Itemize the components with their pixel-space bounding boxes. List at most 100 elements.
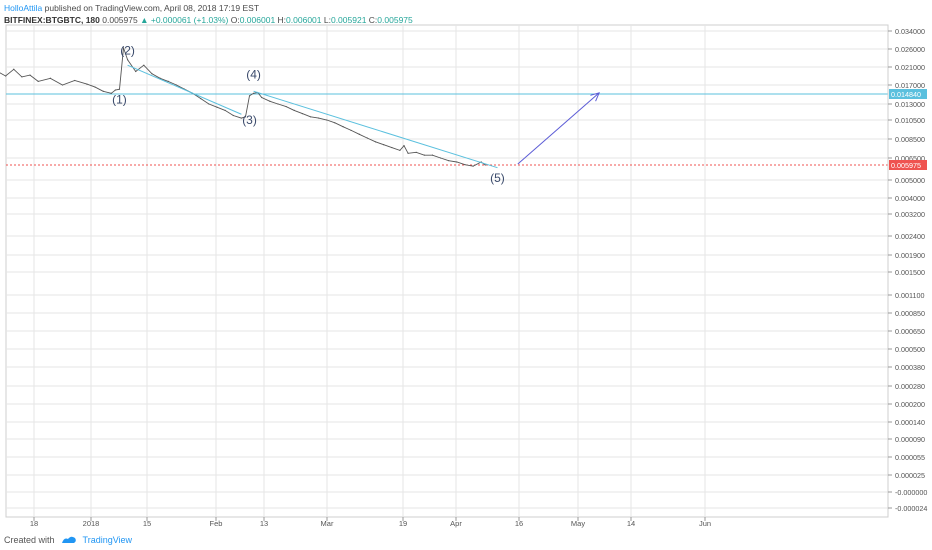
price-point xyxy=(374,141,377,143)
y-tick-label: 0.000025 xyxy=(895,471,925,480)
level-badge xyxy=(889,89,927,99)
published-info: published on TradingView.com, April 08, … xyxy=(44,3,260,13)
y-tick-label: 0.000055 xyxy=(895,453,925,462)
price-point xyxy=(102,90,104,92)
publish-line: HolloAttila published on TradingView.com… xyxy=(4,2,413,14)
y-tick-label: 0.000380 xyxy=(895,363,925,372)
price-point xyxy=(285,105,287,108)
price-point xyxy=(399,149,401,151)
price-point xyxy=(49,77,51,79)
price-point xyxy=(5,75,7,77)
marked-levels xyxy=(6,93,888,166)
price-point xyxy=(309,116,312,118)
price-point xyxy=(423,154,425,156)
y-tick-label: 0.021000 xyxy=(895,63,925,72)
high-label: H: xyxy=(277,15,287,25)
price-point xyxy=(248,95,251,97)
footer: Created with TradingView xyxy=(4,532,132,548)
y-tick-label: 0.003200 xyxy=(895,210,925,219)
y-tick-label: 0.001500 xyxy=(895,268,925,277)
x-tick-label: 15 xyxy=(143,519,151,528)
price-point xyxy=(13,68,15,70)
price-point xyxy=(240,117,243,119)
y-tick-label: 0.017000 xyxy=(895,81,925,90)
time-axis[interactable]: 18 2018 15 Feb 13 Mar 19 Apr 16 May 14 Jun xyxy=(30,517,711,528)
price-point xyxy=(244,116,247,118)
price-point xyxy=(366,137,369,139)
price-point xyxy=(122,47,125,49)
y-tick-label: 0.000280 xyxy=(895,382,925,391)
y-tick-label: 0.000200 xyxy=(895,400,925,409)
open-label: O: xyxy=(230,15,240,25)
projection-arrowhead xyxy=(590,92,600,102)
drawings[interactable] xyxy=(127,64,600,169)
price-point xyxy=(151,73,153,75)
price-point xyxy=(334,122,336,124)
price-point xyxy=(175,84,177,86)
x-tick-label: 2018 xyxy=(83,519,100,528)
wave-label: (1) xyxy=(112,92,127,106)
price-point xyxy=(326,119,328,121)
chart-header: HolloAttila published on TradingView.com… xyxy=(4,2,413,26)
level-badge-label: 0.005975 xyxy=(891,161,921,170)
x-tick-label: 19 xyxy=(399,519,407,528)
y-tick-label: 0.000500 xyxy=(895,345,925,354)
price-point xyxy=(277,103,279,105)
price-point xyxy=(135,70,137,73)
y-tick-label: 0.005000 xyxy=(895,176,925,185)
price-point xyxy=(407,152,409,154)
projection-arrow xyxy=(517,92,600,165)
tradingview-brand[interactable]: TradingView xyxy=(82,535,133,545)
price-point xyxy=(301,113,303,115)
x-tick-label: 14 xyxy=(627,519,635,528)
price-point xyxy=(448,160,450,162)
price-point xyxy=(342,126,344,128)
price-point xyxy=(61,84,64,86)
open-value: 0.006001 xyxy=(239,15,276,25)
x-tick-label: 16 xyxy=(515,519,523,528)
x-tick-label: Apr xyxy=(450,519,462,528)
price-point xyxy=(472,165,474,167)
price-point xyxy=(200,97,202,100)
y-tick-label: 0.000140 xyxy=(895,418,925,427)
price-point xyxy=(216,106,218,108)
y-tick-label: 0.001100 xyxy=(895,291,924,300)
x-tick-label: 13 xyxy=(260,519,268,528)
price-point xyxy=(484,164,486,166)
level-badge-label: 0.014840 xyxy=(891,90,921,99)
chart-pane xyxy=(5,24,889,518)
price-point xyxy=(391,146,393,149)
price-point xyxy=(114,89,116,91)
price-point xyxy=(261,96,263,99)
wave-label: (5) xyxy=(490,171,505,185)
price-point xyxy=(403,145,405,147)
x-tick-label: Mar xyxy=(321,519,334,528)
price-point xyxy=(21,76,23,78)
price-change: ▲ +0.000061 (+1.03%) xyxy=(140,15,229,25)
symbol-label: BITFINEX:BTGBTC, 180 xyxy=(4,15,100,25)
tradingview-logo-icon xyxy=(61,536,76,543)
low-label: L: xyxy=(323,15,331,25)
price-point xyxy=(143,64,145,66)
author-link[interactable]: HolloAttila xyxy=(4,3,43,13)
trendline xyxy=(253,90,498,169)
price-point xyxy=(431,154,434,156)
price-point xyxy=(383,144,385,146)
x-tick-label: 18 xyxy=(30,519,38,528)
wave-label: (4) xyxy=(246,67,261,81)
price-chart[interactable]: (1) (2) (3) (4) (5) 0.034000 0.026000 0.021000… xyxy=(0,0,932,530)
wave-labels: (1) (2) (3) (4) (5) xyxy=(112,43,505,184)
trendline xyxy=(127,64,242,115)
price-point xyxy=(167,80,169,82)
y-tick-label: 0.000090 xyxy=(895,435,925,444)
y-tick-label: 0.026000 xyxy=(895,45,925,54)
price-point xyxy=(456,161,458,163)
price-point xyxy=(94,86,96,88)
price-point xyxy=(439,157,442,159)
price-point xyxy=(464,164,466,166)
y-tick-label: 0.000850 xyxy=(895,309,925,318)
price-axis[interactable]: 0.034000 0.026000 0.021000 0.017000 0.013000… xyxy=(888,27,927,513)
y-tick-label: 0.006500 xyxy=(895,154,925,163)
y-tick-label: 0.008500 xyxy=(895,135,925,144)
y-tick-label: 0.000650 xyxy=(895,327,925,336)
